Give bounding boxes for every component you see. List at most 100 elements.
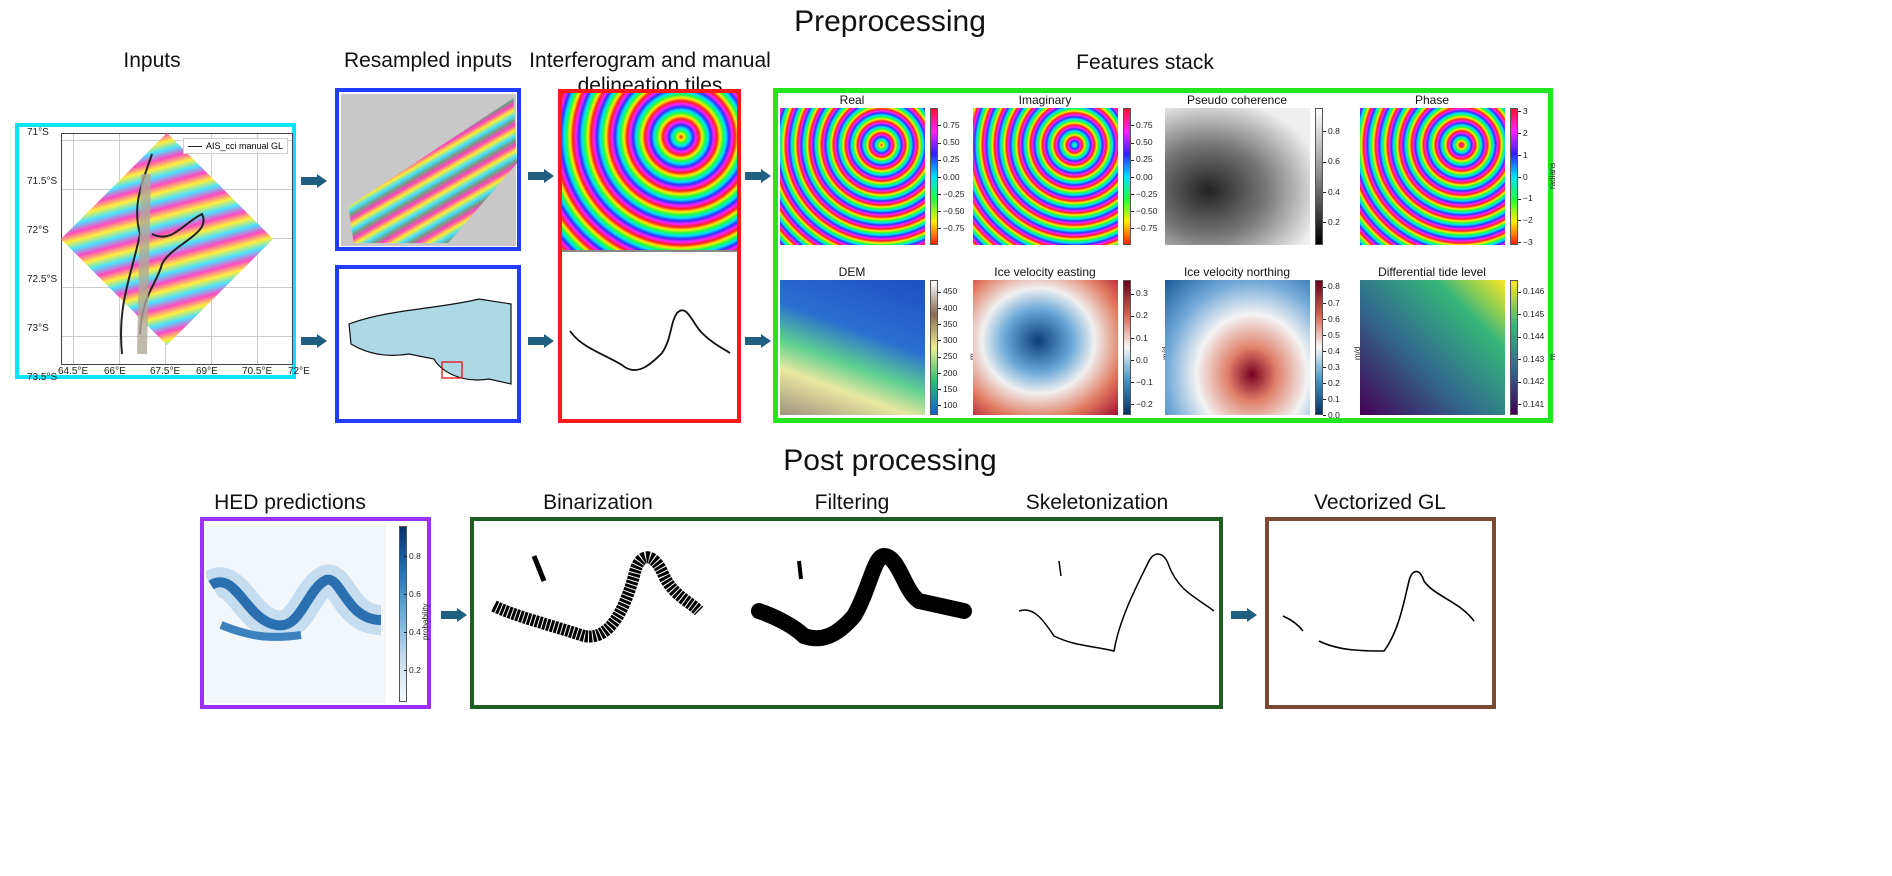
arrow-icon bbox=[528, 334, 554, 348]
colorbar-tick: 150 bbox=[938, 384, 957, 394]
colorbar-tick: 400 bbox=[938, 303, 957, 313]
colorbar-tick: 0.2 bbox=[1323, 378, 1340, 388]
preprocessing-title: Preprocessing bbox=[794, 5, 986, 38]
colorbar-tick: −0.2 bbox=[1131, 399, 1153, 409]
interferogram-tile bbox=[562, 93, 737, 250]
colorbar-tick: −1 bbox=[1518, 193, 1533, 203]
hed-box bbox=[200, 517, 431, 709]
colorbar-tick: −0.50 bbox=[938, 206, 965, 216]
postprocessing-title: Post processing bbox=[783, 444, 997, 477]
colorbar-tick: 0.75 bbox=[938, 120, 960, 130]
post-steps bbox=[491, 547, 1215, 652]
hed-colorbar-tick: 0.2 bbox=[404, 665, 421, 675]
colorbar bbox=[1510, 280, 1518, 415]
colorbar-tick: 0.25 bbox=[1131, 154, 1153, 164]
colorbar-tick: −0.25 bbox=[938, 189, 965, 199]
binarization-image bbox=[491, 551, 704, 643]
feature-title: Imaginary bbox=[1018, 93, 1072, 107]
post-processing-box bbox=[470, 517, 1223, 709]
arrow-icon bbox=[301, 174, 327, 188]
hed-prediction-map bbox=[206, 525, 386, 703]
colorbar-tick: 0.142 bbox=[1518, 376, 1544, 386]
colorbar-tick: −0.75 bbox=[938, 223, 965, 233]
filtering-title: Filtering bbox=[814, 491, 890, 514]
hed-colorbar bbox=[399, 526, 407, 702]
colorbar-tick: 0.0 bbox=[1323, 410, 1340, 420]
colorbar-tick: 0.50 bbox=[938, 137, 960, 147]
colorbar-tick: 0.1 bbox=[1323, 394, 1340, 404]
arrow-icon bbox=[301, 334, 327, 348]
lat-label: 72.5°S bbox=[27, 274, 58, 285]
vectorized-gl-lines bbox=[1282, 570, 1475, 652]
arrow-icon bbox=[745, 169, 771, 183]
colorbar-tick: 0.50 bbox=[1131, 137, 1153, 147]
colorbar-tick: 0.141 bbox=[1518, 399, 1544, 409]
colorbar-label: radians bbox=[1548, 162, 1557, 189]
colorbar bbox=[1315, 280, 1323, 415]
colorbar bbox=[1315, 108, 1323, 245]
colorbar-tick: 0.8 bbox=[1323, 126, 1340, 136]
feature-title: Ice velocity easting bbox=[994, 265, 1096, 279]
resampled-title: Resampled inputs bbox=[343, 49, 513, 72]
hed-colorbar-tick: 0.8 bbox=[404, 551, 421, 561]
lat-label: 72°S bbox=[27, 225, 49, 236]
colorbar-tick: 0.5 bbox=[1323, 330, 1340, 340]
colorbar-tick: 1 bbox=[1518, 150, 1528, 160]
feature-image-differential-tide-level bbox=[1360, 280, 1505, 415]
colorbar bbox=[1123, 280, 1131, 415]
resampled-gl-box bbox=[335, 265, 521, 423]
feature-title: Ice velocity northing bbox=[1183, 265, 1291, 279]
feature-title: Pseudo coherence bbox=[1186, 93, 1288, 107]
arrow-icon bbox=[745, 334, 771, 348]
feature-image-real bbox=[780, 108, 925, 245]
colorbar-tick: −0.75 bbox=[1131, 223, 1158, 233]
lon-label: 69°E bbox=[196, 366, 218, 377]
colorbar-tick: 3 bbox=[1518, 106, 1528, 116]
hed-colorbar-tick: 0.4 bbox=[404, 627, 421, 637]
colorbar-tick: 0.4 bbox=[1323, 346, 1340, 356]
feature-image-phase bbox=[1360, 108, 1505, 245]
feature-title: DEM bbox=[838, 265, 866, 279]
hed-colorbar-label: probability bbox=[421, 603, 430, 640]
vectorized-box bbox=[1265, 517, 1496, 709]
colorbar-tick: 0.4 bbox=[1323, 187, 1340, 197]
colorbar-tick: 350 bbox=[938, 319, 957, 329]
colorbar-tick: −3 bbox=[1518, 237, 1533, 247]
colorbar-tick: −0.25 bbox=[1131, 189, 1158, 199]
manual-delineation-tile bbox=[569, 309, 731, 371]
colorbar-tick: −2 bbox=[1518, 215, 1533, 225]
tiles-box bbox=[558, 89, 741, 423]
colorbar bbox=[930, 108, 938, 245]
feature-title: Differential tide level bbox=[1378, 265, 1486, 279]
legend-label: AIS_cci manual GL bbox=[205, 141, 283, 151]
colorbar-tick: −0.1 bbox=[1131, 377, 1153, 387]
map-axes: AIS_cci manual GL bbox=[60, 132, 293, 365]
arrow-icon bbox=[1231, 608, 1257, 622]
colorbar-tick: 0.2 bbox=[1323, 217, 1340, 227]
feature-title: Real bbox=[839, 93, 865, 107]
colorbar bbox=[1510, 108, 1518, 245]
skeletonization-title: Skeletonization bbox=[1025, 491, 1169, 514]
colorbar-tick: 0.00 bbox=[938, 172, 960, 182]
lat-label: 73°S bbox=[27, 323, 49, 334]
feature-image-imaginary bbox=[973, 108, 1118, 245]
colorbar-tick: 0.0 bbox=[1131, 355, 1148, 365]
colorbar-tick: 250 bbox=[938, 351, 957, 361]
colorbar-tick: 0 bbox=[1518, 172, 1528, 182]
colorbar-tick: 2 bbox=[1518, 128, 1528, 138]
colorbar-tick: 100 bbox=[938, 400, 957, 410]
feature-image-ice-velocity-northing bbox=[1165, 280, 1310, 415]
colorbar-tick: 0.00 bbox=[1131, 172, 1153, 182]
features-title: Features stack bbox=[1076, 51, 1214, 74]
lon-label: 72°E bbox=[288, 366, 310, 377]
colorbar-tick: 0.3 bbox=[1323, 362, 1340, 372]
feature-title: Phase bbox=[1414, 93, 1450, 107]
colorbar-tick: 300 bbox=[938, 335, 957, 345]
hed-title: HED predictions bbox=[214, 491, 366, 514]
feature-image-pseudo-coherence bbox=[1165, 108, 1310, 245]
colorbar-tick: 0.2 bbox=[1131, 310, 1148, 320]
map-legend: AIS_cci manual GL bbox=[182, 138, 288, 154]
colorbar-tick: 0.1 bbox=[1131, 333, 1148, 343]
colorbar-tick: −0.50 bbox=[1131, 206, 1158, 216]
inputs-title: Inputs bbox=[123, 49, 181, 72]
